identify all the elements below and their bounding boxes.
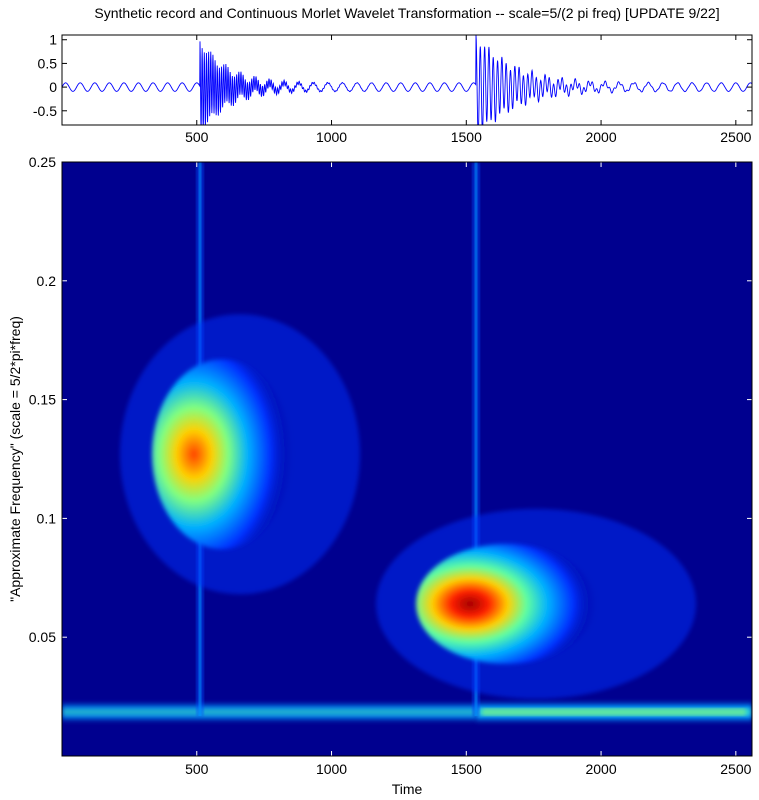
- tone-band-core: [482, 708, 746, 717]
- signal-x-tick-label: 500: [185, 129, 209, 145]
- wavelet-y-tick-label: 0.15: [29, 392, 56, 408]
- signal-axis-ticks: 500 1000 1500 2000 2500 -0.5 0 0.5 1: [33, 32, 752, 145]
- onset-streak-core: [474, 162, 478, 716]
- wavelet-panel: 500 1000 1500 2000 2500 0.05 0.1 0.15 0.2 0.25 Ti…: [7, 154, 753, 797]
- tone-band-before: [62, 700, 476, 725]
- wavelet-y-tick-label: 0.05: [29, 629, 56, 645]
- signal-x-tick-label: 1000: [316, 129, 347, 145]
- burst-1-blob: [152, 359, 292, 550]
- signal-x-tick-label: 2500: [720, 129, 751, 145]
- wavelet-x-tick-label: 500: [185, 761, 209, 777]
- wavelet-x-tick-label: 1000: [316, 761, 347, 777]
- signal-y-tick-label: 1: [49, 32, 57, 48]
- burst-2-blob: [416, 543, 596, 664]
- wavelet-y-axis-label: "Approximate Frequency" (scale = 5/2*pi*…: [7, 316, 23, 602]
- signal-line: [62, 35, 752, 125]
- signal-plot-area: [62, 35, 752, 125]
- wavelet-x-tick-label: 2500: [720, 761, 751, 777]
- signal-panel: 500 1000 1500 2000 2500 -0.5 0 0.5 1: [33, 32, 753, 145]
- wavelet-y-tick-label: 0.1: [37, 510, 57, 526]
- onset-streak: [472, 162, 480, 716]
- signal-x-tick-label: 2000: [585, 129, 616, 145]
- signal-y-tick-label: 0: [49, 79, 57, 95]
- wavelet-y-tick-label: 0.25: [29, 154, 56, 170]
- signal-x-tick-label: 1500: [451, 129, 482, 145]
- signal-y-tick-label: -0.5: [33, 103, 57, 119]
- wavelet-x-tick-label: 2000: [585, 761, 616, 777]
- signal-y-tick-label: 0.5: [38, 55, 58, 71]
- figure-title: Synthetic record and Continuous Morlet W…: [94, 5, 719, 21]
- wavelet-axis-ticks: 500 1000 1500 2000 2500 0.05 0.1 0.15 0.2 0.25: [29, 154, 752, 777]
- wavelet-x-axis-label: Time: [392, 781, 423, 797]
- signal-plot-frame: [61, 34, 753, 126]
- wavelet-x-tick-label: 1500: [451, 761, 482, 777]
- wavelet-plot-frame: [61, 161, 753, 757]
- wavelet-y-tick-label: 0.2: [37, 273, 57, 289]
- wavelet-heatmap: [62, 162, 752, 726]
